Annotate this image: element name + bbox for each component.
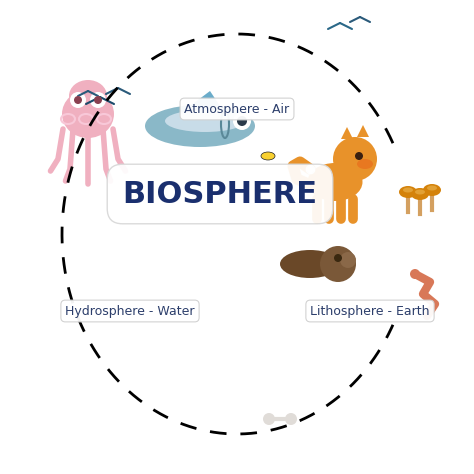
Circle shape bbox=[353, 429, 360, 437]
Ellipse shape bbox=[261, 152, 275, 160]
Circle shape bbox=[396, 428, 404, 437]
Circle shape bbox=[28, 434, 36, 442]
Ellipse shape bbox=[45, 334, 59, 352]
Ellipse shape bbox=[91, 389, 109, 409]
Polygon shape bbox=[341, 127, 353, 139]
Circle shape bbox=[71, 435, 79, 443]
Polygon shape bbox=[8, 134, 155, 244]
Ellipse shape bbox=[101, 371, 119, 391]
Polygon shape bbox=[8, 216, 255, 249]
Circle shape bbox=[74, 96, 82, 104]
Circle shape bbox=[323, 46, 427, 150]
Ellipse shape bbox=[101, 335, 119, 355]
Circle shape bbox=[287, 415, 295, 423]
Circle shape bbox=[396, 428, 404, 437]
Ellipse shape bbox=[51, 380, 65, 400]
Polygon shape bbox=[8, 374, 270, 466]
Circle shape bbox=[340, 252, 356, 268]
Ellipse shape bbox=[143, 172, 177, 186]
Circle shape bbox=[0, 0, 474, 128]
Circle shape bbox=[0, 0, 420, 134]
Circle shape bbox=[353, 429, 360, 437]
Polygon shape bbox=[258, 202, 466, 218]
Polygon shape bbox=[8, 8, 466, 94]
Polygon shape bbox=[429, 224, 471, 242]
Ellipse shape bbox=[24, 334, 38, 348]
Circle shape bbox=[71, 435, 79, 443]
Circle shape bbox=[101, 435, 109, 443]
Circle shape bbox=[263, 413, 275, 425]
Polygon shape bbox=[169, 182, 178, 196]
Circle shape bbox=[101, 435, 109, 443]
Polygon shape bbox=[8, 219, 255, 466]
Ellipse shape bbox=[308, 163, 363, 201]
Circle shape bbox=[28, 434, 36, 442]
FancyBboxPatch shape bbox=[73, 38, 128, 60]
Ellipse shape bbox=[399, 186, 417, 198]
Ellipse shape bbox=[357, 159, 373, 169]
Circle shape bbox=[355, 152, 363, 160]
Circle shape bbox=[442, 449, 450, 457]
Circle shape bbox=[157, 427, 165, 434]
Circle shape bbox=[333, 137, 377, 181]
Circle shape bbox=[54, 422, 62, 430]
Circle shape bbox=[69, 433, 81, 445]
Polygon shape bbox=[357, 125, 369, 137]
Ellipse shape bbox=[165, 110, 245, 132]
Ellipse shape bbox=[104, 389, 122, 409]
Circle shape bbox=[0, 0, 201, 120]
Circle shape bbox=[367, 78, 447, 158]
Polygon shape bbox=[432, 206, 467, 228]
Polygon shape bbox=[412, 207, 443, 227]
Ellipse shape bbox=[45, 366, 59, 384]
Polygon shape bbox=[125, 104, 145, 148]
Ellipse shape bbox=[280, 246, 380, 282]
Circle shape bbox=[27, 432, 38, 444]
Polygon shape bbox=[258, 216, 466, 294]
Polygon shape bbox=[134, 172, 143, 186]
Circle shape bbox=[220, 0, 474, 134]
Ellipse shape bbox=[37, 350, 51, 368]
Ellipse shape bbox=[145, 105, 255, 147]
Polygon shape bbox=[215, 216, 466, 466]
Circle shape bbox=[287, 415, 295, 423]
Ellipse shape bbox=[177, 182, 212, 196]
Circle shape bbox=[99, 433, 111, 445]
Ellipse shape bbox=[51, 344, 65, 364]
Polygon shape bbox=[8, 216, 260, 466]
Circle shape bbox=[434, 419, 446, 431]
Ellipse shape bbox=[24, 359, 38, 374]
FancyBboxPatch shape bbox=[130, 30, 190, 48]
Text: Lithosphere - Earth: Lithosphere - Earth bbox=[310, 304, 430, 318]
Circle shape bbox=[327, 48, 403, 124]
Ellipse shape bbox=[62, 90, 114, 138]
Ellipse shape bbox=[427, 185, 437, 191]
Ellipse shape bbox=[415, 190, 425, 194]
Ellipse shape bbox=[37, 382, 51, 400]
Ellipse shape bbox=[32, 373, 46, 388]
Circle shape bbox=[0, 0, 261, 105]
Circle shape bbox=[460, 431, 468, 439]
Ellipse shape bbox=[104, 353, 122, 373]
Polygon shape bbox=[258, 216, 466, 466]
Polygon shape bbox=[447, 203, 473, 220]
Text: BIOSPHERE: BIOSPHERE bbox=[122, 180, 318, 209]
Circle shape bbox=[334, 254, 342, 262]
Circle shape bbox=[319, 441, 328, 449]
Circle shape bbox=[436, 421, 444, 429]
Circle shape bbox=[440, 447, 452, 459]
Circle shape bbox=[128, 432, 140, 444]
Circle shape bbox=[157, 427, 165, 434]
Circle shape bbox=[442, 449, 450, 457]
Circle shape bbox=[155, 424, 167, 437]
Circle shape bbox=[436, 421, 444, 429]
Polygon shape bbox=[449, 188, 471, 209]
Circle shape bbox=[350, 49, 420, 119]
Circle shape bbox=[394, 427, 406, 438]
Ellipse shape bbox=[24, 385, 38, 401]
Circle shape bbox=[265, 415, 273, 423]
FancyBboxPatch shape bbox=[8, 8, 466, 466]
